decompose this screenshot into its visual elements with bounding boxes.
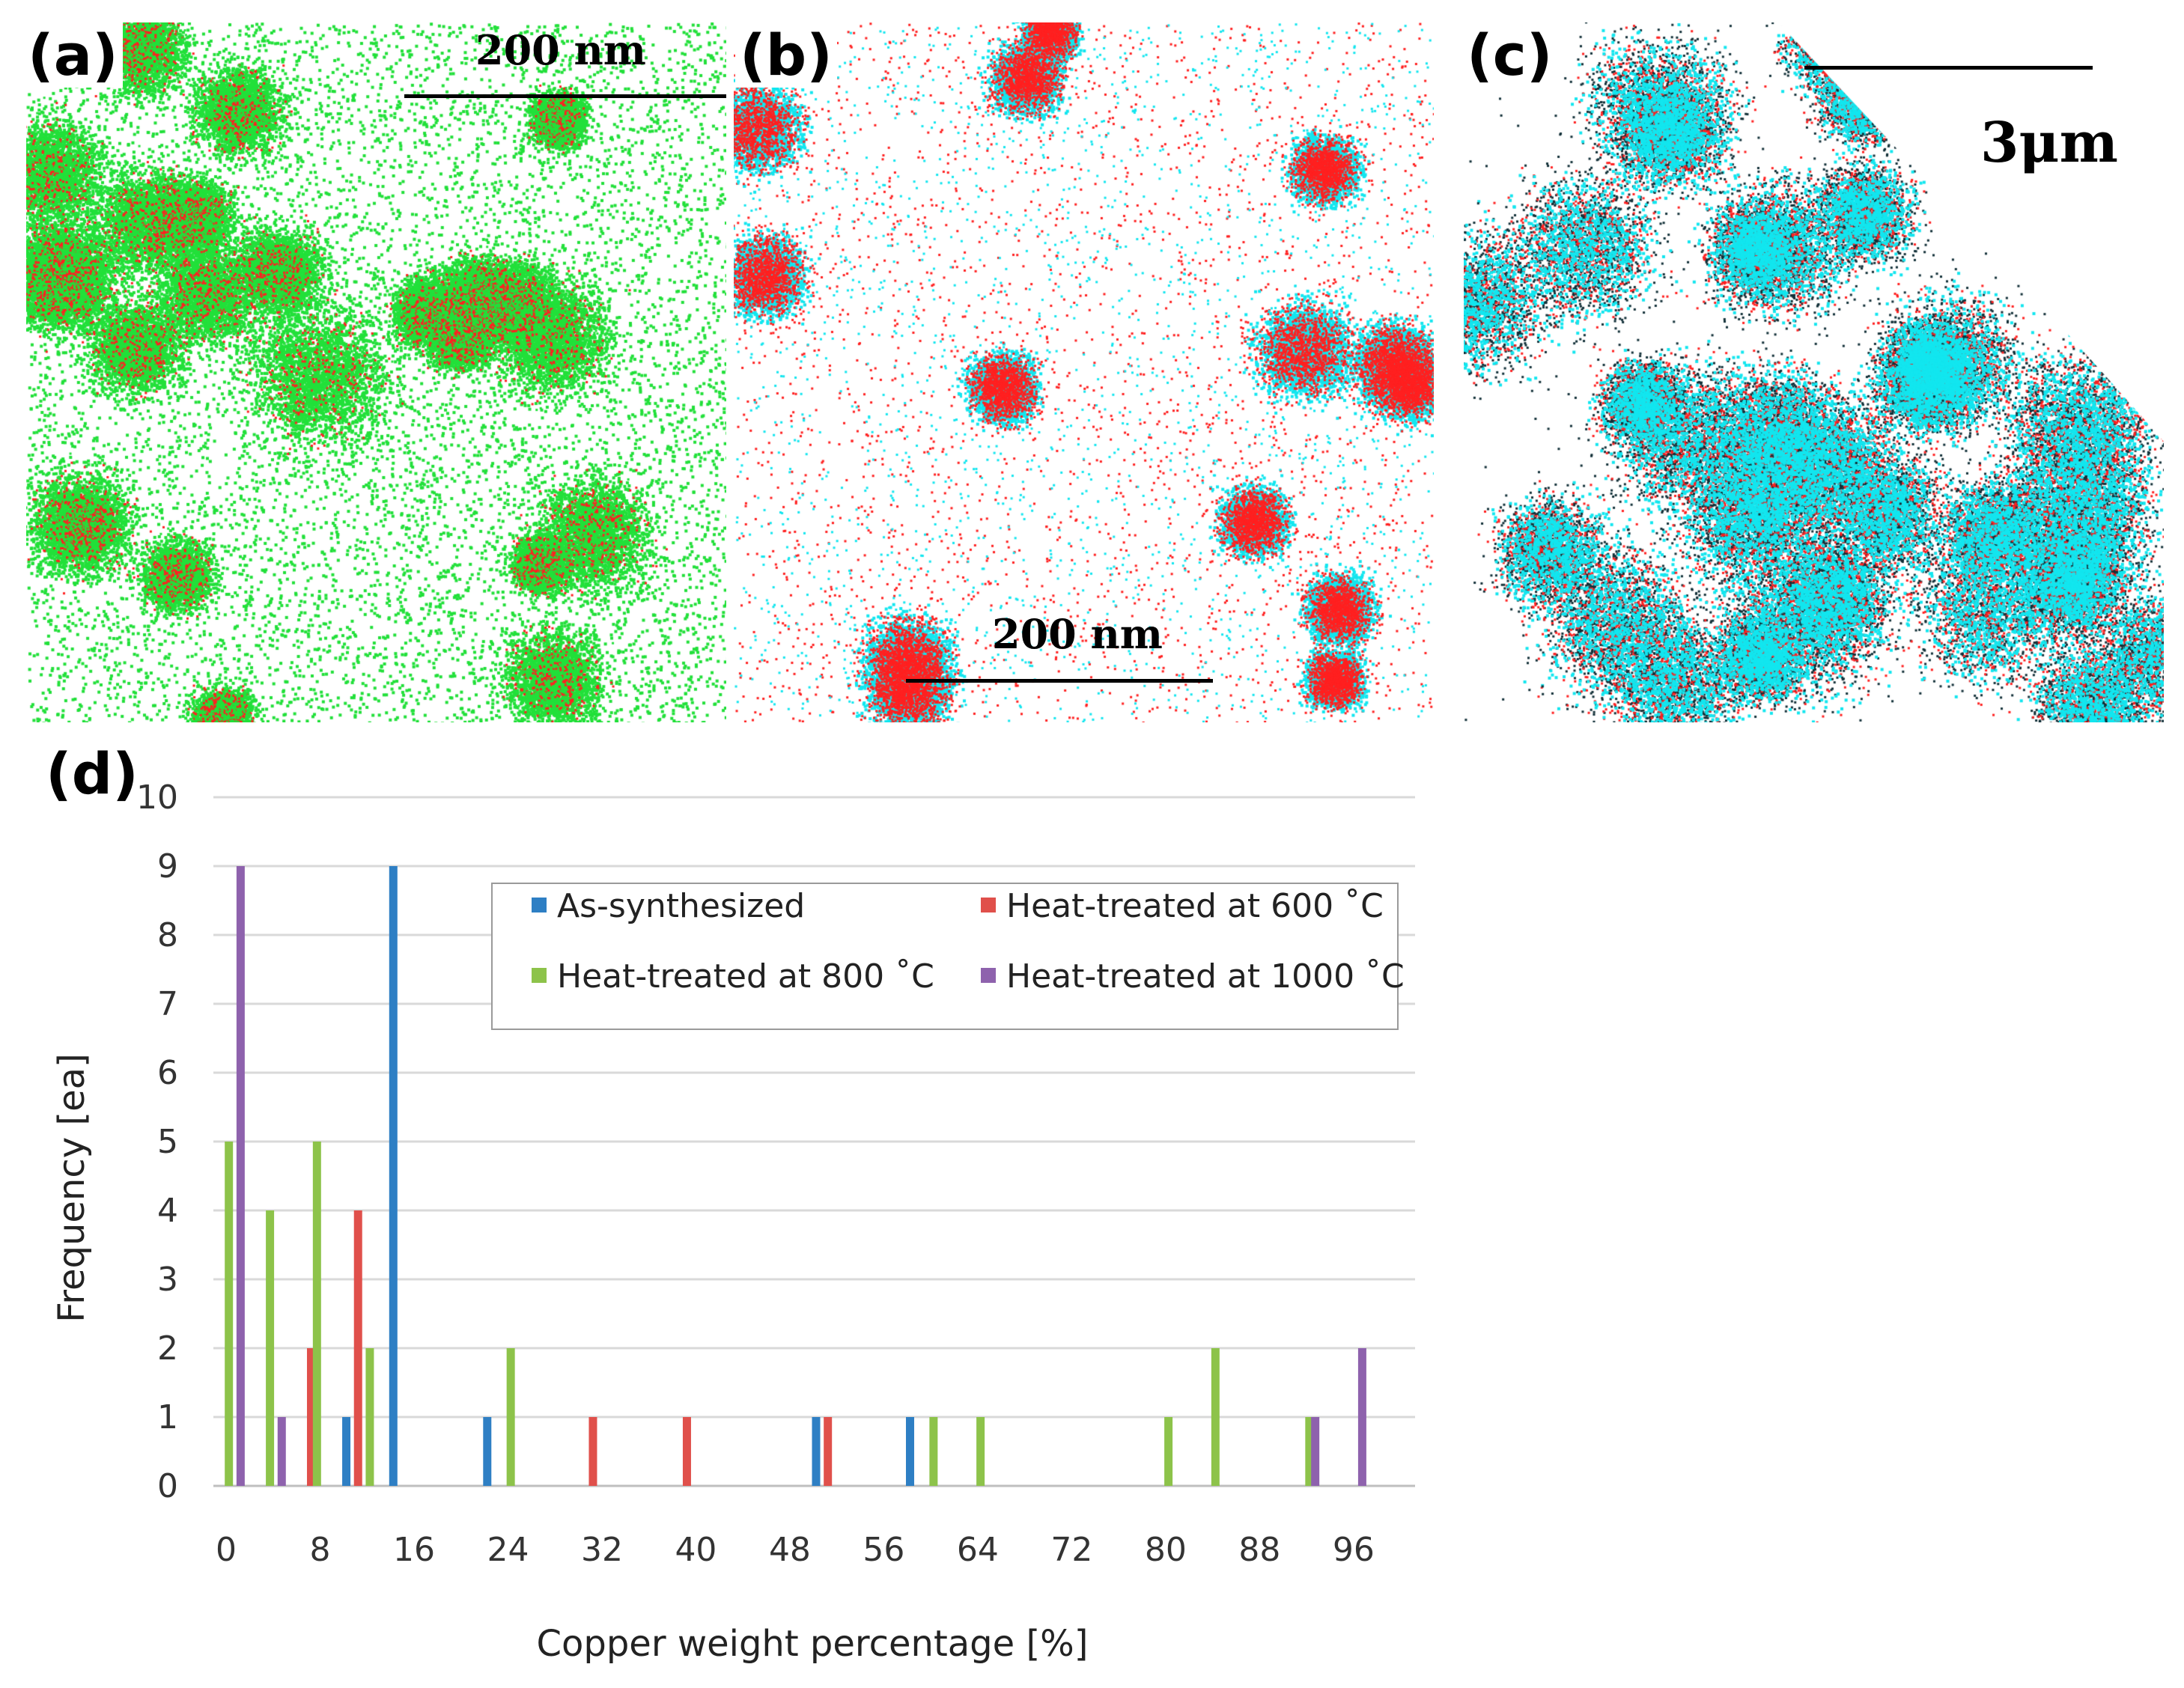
bar-3 [1357,1348,1366,1486]
bar-0 [483,1417,492,1486]
legend-label: Heat-treated at 1000 ˚C [1006,957,1405,996]
bar-2 [976,1417,985,1486]
y-tick-label: 2 [157,1329,178,1368]
y-tick-label: 8 [157,916,178,954]
y-tick-label: 10 [136,779,178,817]
x-tick-label: 88 [1238,1531,1280,1569]
bar-2 [266,1210,275,1486]
x-tick-label: 32 [581,1531,623,1569]
bar-2 [1211,1348,1220,1486]
y-tick-label: 6 [157,1054,178,1092]
bar-2 [365,1348,374,1486]
bar-2 [929,1417,938,1486]
bar-1 [306,1348,315,1486]
scale-bar-b [906,679,1213,683]
bar-1 [588,1417,597,1486]
panel-b-eds-map: 200 nm (b) [734,22,1434,722]
bar-2 [225,1142,234,1486]
eds-map-a-image [26,22,726,722]
scale-label-c: 3μm [1980,111,2118,175]
x-tick-label: 64 [957,1531,999,1569]
bar-3 [1311,1417,1320,1486]
x-tick-label: 40 [675,1531,717,1569]
legend-swatch [981,898,996,912]
bar-2 [1305,1417,1314,1486]
bar-0 [342,1417,351,1486]
legend-box [491,883,1399,1030]
x-tick-label: 56 [863,1531,904,1569]
y-tick-label: 7 [157,985,178,1023]
x-tick-label: 8 [309,1531,330,1569]
x-tick-label: 96 [1333,1531,1375,1569]
bar-2 [506,1348,515,1486]
bar-2 [312,1142,321,1486]
bar-1 [824,1417,833,1486]
panel-label-b: (b) [735,22,837,88]
eds-map-c-image [1464,22,2164,722]
x-tick-label: 0 [216,1531,237,1569]
x-tick-label: 24 [487,1531,529,1569]
x-tick-label: 72 [1050,1531,1092,1569]
bar-3 [236,866,245,1486]
legend: As-synthesized Heat-treated at 600 ˚C Heat… [491,883,1405,1030]
y-tick-label: 4 [157,1192,178,1230]
panel-label-c: (c) [1464,22,1557,88]
legend-label: As-synthesized [557,887,805,925]
panel-a-eds-map: 200 nm (a) [26,22,726,722]
legend-swatch [532,968,547,983]
bar-3 [277,1417,286,1486]
bar-0 [905,1417,914,1486]
x-tick-label: 80 [1145,1531,1187,1569]
legend-swatch [532,898,547,912]
scale-bar-a [404,94,726,98]
panel-c-eds-map: 3μm (c) [1464,22,2164,722]
bar-2 [1164,1417,1173,1486]
eds-map-b-image [734,22,1434,722]
scale-bar-c [1804,66,2093,70]
y-axis-title: Frequency [ea] [51,1053,93,1323]
y-tick-label: 9 [157,847,178,886]
scale-label-a: 200 nm [475,26,646,74]
y-tick-label: 1 [157,1398,178,1436]
y-tick-label: 5 [157,1123,178,1161]
bar-1 [353,1210,362,1486]
bar-1 [682,1417,691,1486]
legend-label: Heat-treated at 600 ˚C [1006,887,1384,925]
y-tick-label: 0 [157,1467,178,1505]
y-tick-label: 3 [157,1261,178,1299]
x-axis-title: Copper weight percentage [%] [536,1623,1088,1665]
x-tick-label: 48 [769,1531,811,1569]
bars [225,866,1366,1486]
legend-label: Heat-treated at 800 ˚C [557,957,934,996]
panel-label-a: (a) [26,22,123,88]
x-tick-label: 16 [393,1531,435,1569]
scale-label-b: 200 nm [992,610,1163,658]
legend-swatch [981,968,996,983]
bar-0 [389,866,398,1486]
panel-label-d: (d) [46,740,139,807]
bar-0 [812,1417,821,1486]
